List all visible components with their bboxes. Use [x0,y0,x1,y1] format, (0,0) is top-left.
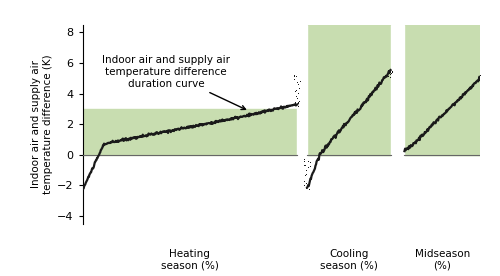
Bar [307,25,390,155]
Text: Indoor air and supply air
temperature difference
duration curve: Indoor air and supply air temperature di… [102,55,246,110]
Text: Heating
season (%): Heating season (%) [161,249,219,270]
Bar [404,25,480,155]
Bar [390,25,404,224]
Bar [297,25,307,224]
Text: Midseason
(%): Midseason (%) [414,249,470,270]
Bar [82,109,297,155]
Bar [404,109,480,155]
Y-axis label: Indoor air and supply air
temperature difference (K): Indoor air and supply air temperature di… [31,54,53,194]
Text: Cooling
season (%): Cooling season (%) [320,249,378,270]
Bar [307,109,390,155]
